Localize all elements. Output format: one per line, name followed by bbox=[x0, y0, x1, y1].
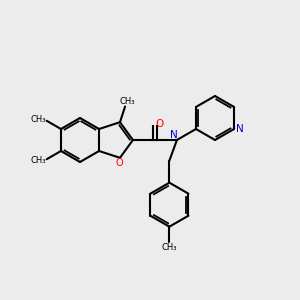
Text: O: O bbox=[156, 119, 164, 129]
Text: N: N bbox=[236, 124, 244, 134]
Text: CH₃: CH₃ bbox=[31, 156, 46, 165]
Text: O: O bbox=[115, 158, 123, 168]
Text: CH₃: CH₃ bbox=[31, 115, 46, 124]
Text: CH₃: CH₃ bbox=[162, 243, 177, 252]
Text: N: N bbox=[170, 130, 178, 140]
Text: CH₃: CH₃ bbox=[119, 97, 135, 106]
